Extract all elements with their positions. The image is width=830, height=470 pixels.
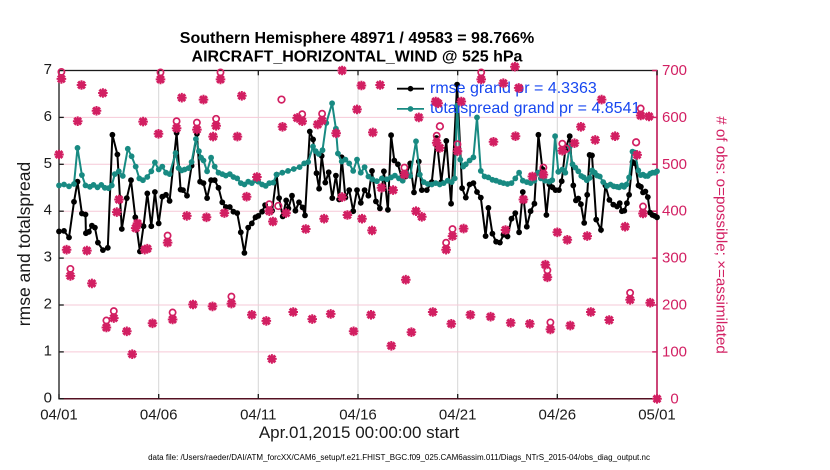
svg-text:2: 2 bbox=[44, 296, 52, 313]
svg-text:04/16: 04/16 bbox=[339, 407, 377, 424]
svg-text:rmse grand pr = 4.3363: rmse grand pr = 4.3363 bbox=[430, 80, 597, 97]
svg-text:0: 0 bbox=[44, 389, 52, 406]
svg-text:500: 500 bbox=[662, 156, 687, 173]
svg-text:4: 4 bbox=[44, 202, 52, 219]
svg-text:# of obs: o=possible; ×=assimi: # of obs: o=possible; ×=assimilated bbox=[713, 116, 730, 354]
svg-text:04/26: 04/26 bbox=[539, 407, 577, 424]
svg-text:AIRCRAFT_HORIZONTAL_WIND @ 525: AIRCRAFT_HORIZONTAL_WIND @ 525 hPa bbox=[192, 49, 523, 66]
svg-text:04/06: 04/06 bbox=[140, 407, 178, 424]
svg-text:rmse and totalspread: rmse and totalspread bbox=[14, 162, 34, 326]
svg-text:totalspread grand pr = 4.8541: totalspread grand pr = 4.8541 bbox=[430, 100, 640, 117]
svg-text:700: 700 bbox=[662, 62, 687, 79]
svg-text:5: 5 bbox=[44, 155, 52, 172]
svg-text:data file: /Users/raeder/DAI/A: data file: /Users/raeder/DAI/ATM_forcXX/… bbox=[148, 453, 650, 462]
svg-text:0: 0 bbox=[670, 390, 678, 407]
svg-text:05/01: 05/01 bbox=[638, 407, 676, 424]
svg-text:1: 1 bbox=[44, 342, 52, 359]
svg-text:Southern Hemisphere 48971 / 49: Southern Hemisphere 48971 / 49583 = 98.7… bbox=[180, 30, 534, 47]
svg-text:7: 7 bbox=[44, 61, 52, 78]
svg-text:Apr.01,2015 00:00:00 start: Apr.01,2015 00:00:00 start bbox=[259, 423, 460, 442]
svg-text:400: 400 bbox=[662, 203, 687, 220]
svg-text:600: 600 bbox=[662, 109, 687, 126]
svg-text:200: 200 bbox=[662, 297, 687, 314]
svg-text:300: 300 bbox=[662, 250, 687, 267]
svg-text:04/21: 04/21 bbox=[439, 407, 477, 424]
svg-text:04/11: 04/11 bbox=[240, 407, 276, 424]
svg-text:3: 3 bbox=[44, 249, 52, 266]
svg-text:04/01: 04/01 bbox=[40, 407, 78, 424]
svg-text:100: 100 bbox=[662, 343, 687, 360]
svg-text:6: 6 bbox=[44, 108, 52, 125]
